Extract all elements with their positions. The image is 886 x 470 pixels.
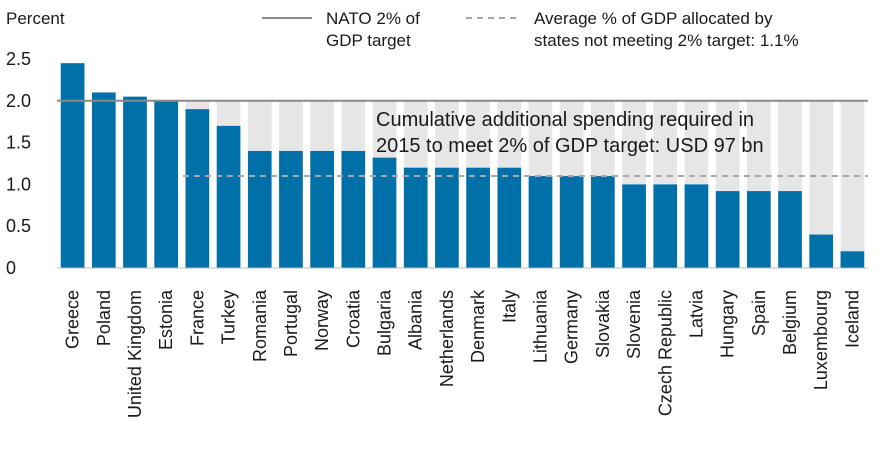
gap-spain	[746, 100, 771, 192]
bar-albania	[403, 167, 428, 268]
y-tick-label: 0.5	[6, 216, 31, 236]
bar-lithuania	[528, 176, 553, 268]
y-tick-label: 2.5	[6, 49, 31, 69]
annotation-line2: 2015 to meet 2% of GDP target: USD 97 bn	[376, 135, 764, 157]
y-tick-label: 0	[6, 258, 16, 278]
legend-average-label-line2: states not meeting 2% target: 1.1%	[534, 31, 799, 50]
bar-belgium	[778, 191, 802, 268]
bar-netherlands	[435, 167, 459, 268]
bar-estonia	[154, 100, 179, 268]
gap-latvia	[684, 100, 709, 185]
gap-lithuania	[528, 100, 553, 177]
category-label-romania: Romania	[250, 289, 270, 362]
category-label-hungary: Hungary	[718, 290, 738, 358]
category-label-germany: Germany	[562, 290, 582, 364]
annotation: Cumulative additional spending required …	[376, 109, 764, 157]
bar-italy	[497, 167, 522, 268]
category-label-latvia: Latvia	[686, 289, 706, 338]
category-label-slovakia: Slovakia	[593, 289, 613, 358]
bar-czech-republic	[653, 184, 678, 268]
category-label-poland: Poland	[94, 290, 114, 346]
bar-greece	[60, 63, 85, 269]
category-label-luxembourg: Luxembourg	[811, 290, 831, 390]
category-label-slovenia: Slovenia	[624, 289, 644, 359]
category-label-spain: Spain	[749, 290, 769, 336]
category-label-italy: Italy	[499, 290, 519, 323]
category-label-turkey: Turkey	[219, 290, 239, 344]
bar-slovakia	[591, 176, 615, 268]
gap-bulgaria	[372, 100, 397, 158]
gap-luxembourg	[809, 100, 834, 235]
category-label-denmark: Denmark	[468, 289, 488, 363]
category-label-france: France	[187, 290, 207, 346]
bar-luxembourg	[809, 234, 834, 268]
gap-czech-republic	[653, 100, 678, 185]
y-tick-label: 1.0	[6, 174, 31, 194]
category-label-czech-republic: Czech Republic	[655, 290, 675, 416]
category-label-iceland: Iceland	[842, 290, 862, 348]
bar-united-kingdom	[123, 96, 147, 269]
bar-france	[185, 109, 210, 268]
bar-romania	[247, 150, 272, 268]
bars	[60, 63, 865, 269]
bar-germany	[559, 176, 584, 268]
bar-turkey	[216, 125, 241, 268]
reference-lines	[57, 99, 868, 178]
gap-belgium	[778, 100, 802, 192]
gap-germany	[559, 100, 584, 177]
category-label-albania: Albania	[406, 289, 426, 350]
bar-slovenia	[622, 184, 646, 268]
bar-portugal	[279, 150, 303, 268]
gap-italy	[497, 100, 522, 168]
category-label-lithuania: Lithuania	[530, 289, 550, 363]
bar-latvia	[684, 184, 709, 268]
bar-croatia	[341, 150, 366, 268]
bar-poland	[91, 92, 116, 268]
gap-netherlands	[435, 100, 459, 168]
gap-norway	[310, 100, 334, 151]
gap-hungary	[715, 100, 740, 192]
category-label-united-kingdom: United Kingdom	[125, 290, 145, 418]
gap-portugal	[279, 100, 303, 151]
bar-spain	[746, 191, 771, 268]
y-tick-label: 2.0	[6, 91, 31, 111]
y-tick-label: 1.5	[6, 133, 31, 153]
gap-croatia	[341, 100, 366, 151]
category-label-norway: Norway	[312, 290, 332, 351]
category-label-belgium: Belgium	[780, 290, 800, 355]
x-axis-labels: Greece Poland United Kingdom Estonia France T…	[63, 289, 863, 418]
legend: NATO 2% of GDP target Average % of GDP a…	[262, 9, 799, 50]
category-label-portugal: Portugal	[281, 290, 301, 357]
category-label-estonia: Estonia	[156, 289, 176, 350]
legend-average-label-line1: Average % of GDP allocated by	[534, 9, 773, 28]
annotation-line1: Cumulative additional spending required …	[376, 109, 754, 131]
gap-romania	[247, 100, 272, 151]
bar-bulgaria	[372, 157, 397, 268]
gap-slovenia	[622, 100, 646, 185]
y-axis-ticks: 0 0.5 1.0 1.5 2.0 2.5	[6, 49, 31, 278]
bar-denmark	[466, 167, 490, 268]
category-label-bulgaria: Bulgaria	[375, 289, 395, 356]
gap-slovakia	[591, 100, 615, 177]
gap-albania	[403, 100, 428, 168]
legend-target-label-line2: GDP target	[326, 31, 411, 50]
category-label-croatia: Croatia	[343, 289, 363, 348]
y-axis-label: Percent	[6, 9, 65, 28]
gap-turkey	[216, 100, 241, 126]
bar-norway	[310, 150, 334, 268]
bar-iceland	[840, 251, 865, 268]
category-label-greece: Greece	[63, 290, 83, 349]
gap-denmark	[466, 100, 490, 168]
gap-to-target-areas	[185, 100, 865, 252]
legend-target-label-line1: NATO 2% of	[326, 9, 420, 28]
bar-hungary	[715, 191, 740, 268]
category-label-netherlands: Netherlands	[437, 290, 457, 387]
gap-france	[185, 100, 210, 110]
gap-iceland	[840, 100, 865, 252]
